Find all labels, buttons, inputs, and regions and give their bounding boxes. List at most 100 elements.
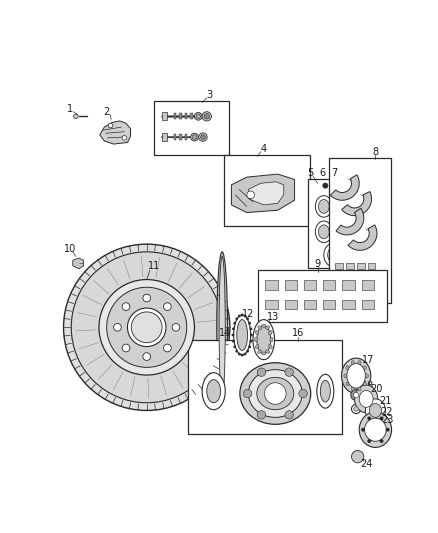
Polygon shape [180, 113, 182, 119]
Ellipse shape [332, 221, 349, 243]
Ellipse shape [268, 330, 272, 335]
Circle shape [99, 280, 194, 375]
Ellipse shape [346, 382, 349, 386]
Circle shape [351, 390, 361, 400]
Ellipse shape [202, 373, 225, 410]
Polygon shape [231, 174, 294, 213]
Circle shape [241, 313, 244, 317]
Polygon shape [265, 300, 278, 309]
Text: 14: 14 [219, 328, 231, 338]
Ellipse shape [317, 374, 334, 408]
Circle shape [194, 112, 202, 120]
Polygon shape [224, 155, 310, 225]
Circle shape [143, 353, 151, 360]
Circle shape [199, 133, 207, 141]
Ellipse shape [349, 221, 366, 243]
Circle shape [352, 405, 361, 414]
Polygon shape [329, 158, 391, 303]
Text: 8: 8 [372, 147, 378, 157]
Circle shape [108, 123, 113, 128]
Circle shape [233, 322, 236, 325]
Ellipse shape [270, 337, 273, 342]
Circle shape [285, 410, 293, 419]
Circle shape [172, 324, 180, 331]
Ellipse shape [336, 199, 346, 213]
Ellipse shape [234, 315, 251, 355]
Polygon shape [185, 113, 187, 119]
Ellipse shape [248, 370, 302, 417]
Polygon shape [367, 263, 375, 269]
Ellipse shape [219, 256, 225, 398]
Circle shape [122, 135, 127, 140]
Polygon shape [323, 300, 336, 309]
Ellipse shape [352, 199, 363, 213]
Polygon shape [285, 280, 297, 289]
Wedge shape [336, 208, 364, 235]
Text: 16: 16 [292, 328, 304, 338]
Polygon shape [336, 263, 343, 269]
Circle shape [367, 416, 371, 421]
Circle shape [248, 345, 251, 348]
Text: 12: 12 [242, 309, 254, 319]
Circle shape [202, 112, 212, 121]
Ellipse shape [315, 221, 332, 243]
Text: 1: 1 [67, 103, 73, 114]
Ellipse shape [332, 196, 349, 217]
Circle shape [265, 383, 286, 405]
Circle shape [244, 314, 247, 317]
Ellipse shape [240, 363, 311, 424]
Polygon shape [180, 134, 182, 140]
Ellipse shape [253, 320, 275, 360]
Polygon shape [304, 300, 316, 309]
Text: 13: 13 [267, 311, 279, 321]
Circle shape [235, 318, 238, 320]
Ellipse shape [261, 324, 266, 327]
Polygon shape [374, 417, 384, 423]
Text: 4: 4 [261, 144, 267, 154]
Circle shape [323, 183, 328, 188]
Circle shape [64, 244, 230, 410]
Text: 11: 11 [148, 261, 161, 271]
Ellipse shape [347, 364, 365, 388]
Text: 22: 22 [381, 407, 393, 417]
Circle shape [250, 327, 252, 330]
Ellipse shape [365, 374, 368, 378]
Circle shape [299, 389, 307, 398]
Circle shape [352, 450, 364, 463]
Text: 15: 15 [261, 328, 274, 338]
Polygon shape [304, 280, 316, 289]
Circle shape [113, 324, 121, 331]
Circle shape [191, 133, 198, 141]
Circle shape [232, 334, 234, 336]
Circle shape [247, 191, 254, 199]
Circle shape [233, 345, 236, 348]
Polygon shape [265, 280, 278, 289]
Circle shape [241, 353, 244, 357]
Ellipse shape [324, 243, 346, 267]
Circle shape [127, 308, 166, 346]
Polygon shape [361, 280, 374, 289]
Circle shape [246, 318, 249, 320]
Circle shape [361, 428, 365, 432]
Ellipse shape [265, 350, 270, 353]
Ellipse shape [207, 379, 221, 403]
Circle shape [367, 439, 371, 443]
Circle shape [235, 350, 238, 353]
Ellipse shape [351, 361, 354, 365]
Ellipse shape [261, 352, 266, 355]
Circle shape [285, 368, 293, 376]
Polygon shape [100, 121, 131, 144]
Ellipse shape [268, 344, 272, 349]
Polygon shape [361, 300, 374, 309]
Circle shape [122, 303, 130, 310]
Text: 5: 5 [307, 168, 313, 179]
Polygon shape [162, 112, 167, 120]
Ellipse shape [257, 377, 294, 410]
Text: 18: 18 [362, 381, 374, 391]
Polygon shape [323, 280, 336, 289]
Polygon shape [73, 258, 84, 269]
Ellipse shape [255, 330, 259, 335]
Wedge shape [348, 225, 377, 251]
Ellipse shape [344, 374, 347, 378]
Ellipse shape [342, 358, 371, 393]
